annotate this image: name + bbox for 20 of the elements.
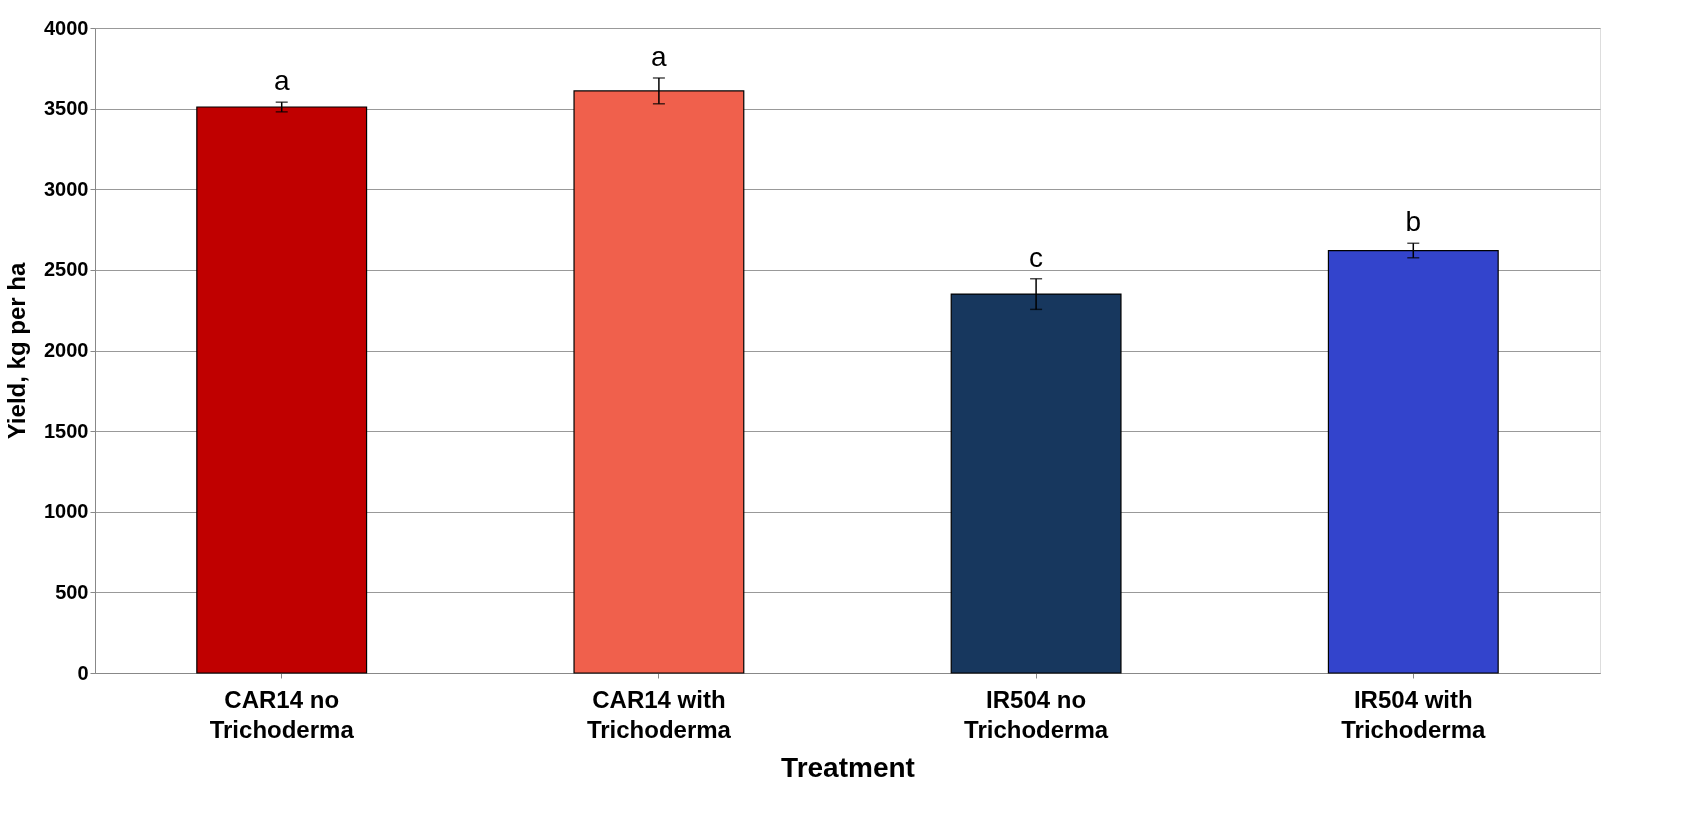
y-tick-label: 2500 <box>44 258 89 281</box>
bar <box>196 106 368 674</box>
y-axis-title: Yield, kg per ha <box>3 262 31 440</box>
y-tick-label: 4000 <box>44 16 89 39</box>
annotation: a <box>651 40 668 72</box>
y-tick-label: 1000 <box>44 500 89 523</box>
x-tick-label: IR504 with Trichoderma <box>1341 685 1486 743</box>
y-tick-label: 0 <box>77 661 89 684</box>
x-tick-label: IR504 no Trichoderma <box>964 685 1109 743</box>
y-tick-label: 3500 <box>44 97 89 120</box>
x-tick-label: CAR14 no Trichoderma <box>209 685 355 743</box>
annotation: c <box>1029 241 1044 273</box>
y-tick-label: 500 <box>55 580 89 603</box>
y-tick-label: 2000 <box>44 339 89 361</box>
y-tick-label: 3000 <box>44 177 89 200</box>
annotation: a <box>273 65 290 97</box>
x-axis-title: Treatment <box>781 751 915 783</box>
y-tick-label: 1500 <box>44 419 89 442</box>
annotation: b <box>1405 206 1422 238</box>
x-tick-label: CAR14 with Trichoderma <box>586 685 732 743</box>
